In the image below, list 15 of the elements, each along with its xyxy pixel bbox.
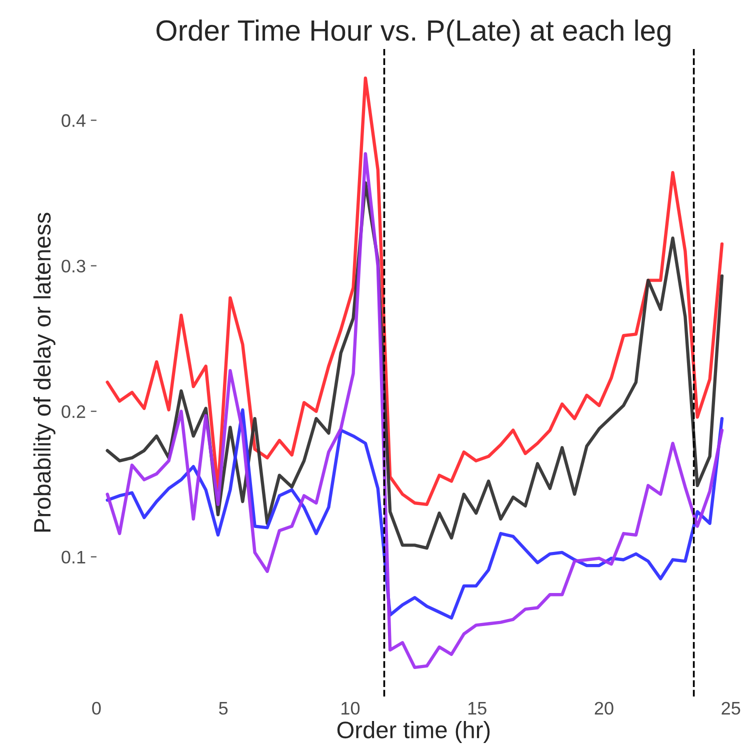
x-tick-label: 15 <box>468 702 486 715</box>
y-tick-label: 0.4 <box>62 114 86 127</box>
line-series <box>106 76 724 506</box>
chart-title: Order Time Hour vs. P(Late) at each leg <box>156 19 670 47</box>
x-tick-label: 10 <box>342 702 360 715</box>
line-series <box>106 152 724 670</box>
x-tick-label: 20 <box>594 702 614 715</box>
x-tick-label: 0 <box>92 702 101 715</box>
y-tick-label: 0.3 <box>62 260 86 272</box>
x-tick-label: 25 <box>722 702 740 715</box>
y-tick-label: 0.2 <box>62 405 86 418</box>
y-tick-label: 0.1 <box>62 550 86 564</box>
x-axis-title: Order time (hr) <box>337 720 490 743</box>
x-tick-label: 5 <box>219 702 228 715</box>
y-axis-title: Probability of delay or lateness <box>33 212 56 532</box>
